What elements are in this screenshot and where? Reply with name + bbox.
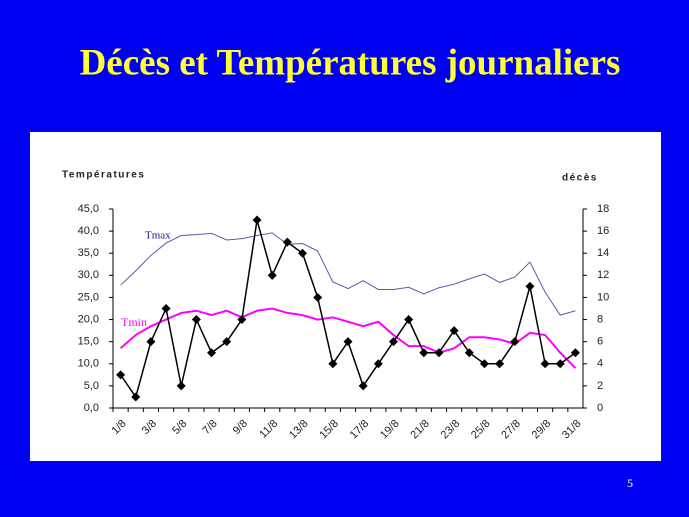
page-number: 5 <box>627 476 633 490</box>
y-tick-label: 35,0 <box>78 247 99 259</box>
data-point <box>540 359 550 369</box>
series-line <box>120 232 576 316</box>
data-point <box>358 381 368 391</box>
data-point <box>479 359 489 369</box>
data-point <box>404 315 414 325</box>
data-point <box>298 248 308 258</box>
data-point <box>176 381 186 391</box>
y-axis-title: Températures <box>62 170 145 181</box>
y2-tick-label: 12 <box>597 269 609 281</box>
y2-tick-label: 14 <box>597 247 609 259</box>
data-point <box>237 315 247 325</box>
y-tick-label: 10,0 <box>78 358 99 370</box>
data-point <box>252 215 262 225</box>
data-point <box>328 359 338 369</box>
y-tick-label: 25,0 <box>78 291 99 303</box>
data-point <box>419 348 429 358</box>
y-tick-label: 15,0 <box>78 336 99 348</box>
data-point <box>388 337 398 347</box>
y2-tick-label: 6 <box>597 336 603 348</box>
y2-tick-label: 10 <box>597 291 609 303</box>
data-point <box>222 337 232 347</box>
data-point <box>525 281 535 291</box>
data-point <box>570 348 580 358</box>
series-label: Tmax <box>145 230 171 242</box>
data-point <box>282 237 292 247</box>
y-tick-label: 30,0 <box>78 269 99 281</box>
data-point <box>116 370 126 380</box>
y2-tick-label: 8 <box>597 313 603 325</box>
y-tick-label: 0,0 <box>84 402 99 414</box>
data-point <box>434 348 444 358</box>
y2-tick-label: 2 <box>597 380 603 392</box>
y2-tick-label: 0 <box>597 402 603 414</box>
y-tick-label: 40,0 <box>78 225 99 237</box>
data-point <box>343 337 353 347</box>
data-point <box>555 359 565 369</box>
data-point <box>267 270 277 280</box>
series-label: Tmin <box>121 315 147 329</box>
data-point <box>146 337 156 347</box>
y-tick-label: 5,0 <box>84 380 99 392</box>
series-line <box>119 307 577 369</box>
data-point <box>207 348 217 358</box>
data-point <box>464 348 474 358</box>
data-point <box>313 292 323 302</box>
chart-area <box>30 132 661 461</box>
y2-axis-title: décès <box>562 173 598 184</box>
y2-tick-label: 18 <box>597 203 609 215</box>
y2-tick-label: 4 <box>597 358 603 370</box>
y-tick-label: 45,0 <box>78 203 99 215</box>
data-point <box>449 326 459 336</box>
data-point <box>373 359 383 369</box>
slide-title: Décès et Températures journaliers <box>80 42 621 83</box>
data-point <box>510 337 520 347</box>
data-point <box>161 304 171 313</box>
data-point <box>495 359 505 369</box>
data-point <box>191 315 201 325</box>
data-point <box>131 392 141 402</box>
y2-tick-label: 16 <box>597 225 609 237</box>
y-tick-label: 20,0 <box>78 313 99 325</box>
